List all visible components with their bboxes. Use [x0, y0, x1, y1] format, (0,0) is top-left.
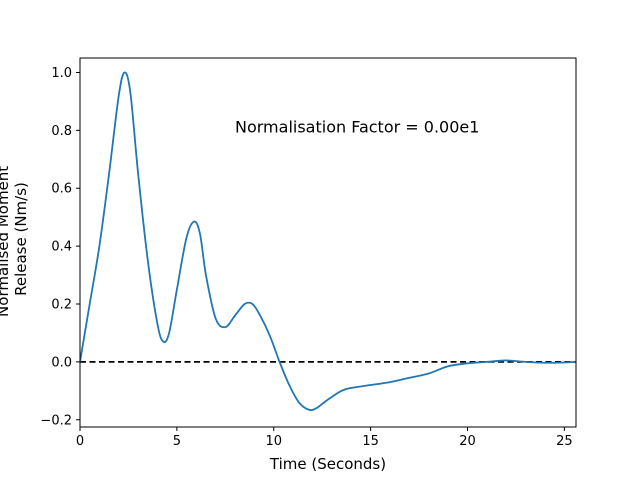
y-axis-label: Normalised Moment Release (Nm/s): [0, 161, 30, 317]
y-tick-label: 0.0: [51, 355, 72, 370]
x-tick-label: 25: [556, 434, 573, 449]
y-tick-label: 0.2: [51, 298, 72, 313]
x-tick-label: 10: [265, 434, 282, 449]
y-tick-label: 0.6: [51, 182, 72, 197]
x-tick-label: 0: [76, 434, 84, 449]
normalisation-factor-annotation: Normalisation Factor = 0.00e1: [235, 117, 479, 136]
y-tick-label: 0.8: [51, 124, 72, 139]
y-tick-label: 1.0: [51, 66, 72, 81]
y-tick-label: 0.4: [51, 240, 72, 255]
y-axis-label-line-2: Release (Nm/s): [12, 182, 30, 296]
x-tick-label: 20: [459, 434, 476, 449]
x-axis-ticks: 0 5 10 15 20 25: [76, 427, 573, 449]
series-line-0: [80, 71, 576, 411]
x-tick-label: 15: [362, 434, 379, 449]
y-axis-ticks: −0.2 0.0 0.2 0.4 0.6 0.8 1.0: [40, 66, 80, 428]
x-tick-label: 5: [173, 434, 181, 449]
x-axis-label: Time (Seconds): [269, 455, 386, 473]
axes-frame: [79, 57, 577, 428]
plot-area: [80, 71, 576, 411]
y-axis-label-line-1: Normalised Moment: [0, 166, 12, 317]
y-tick-label: −0.2: [40, 413, 72, 428]
